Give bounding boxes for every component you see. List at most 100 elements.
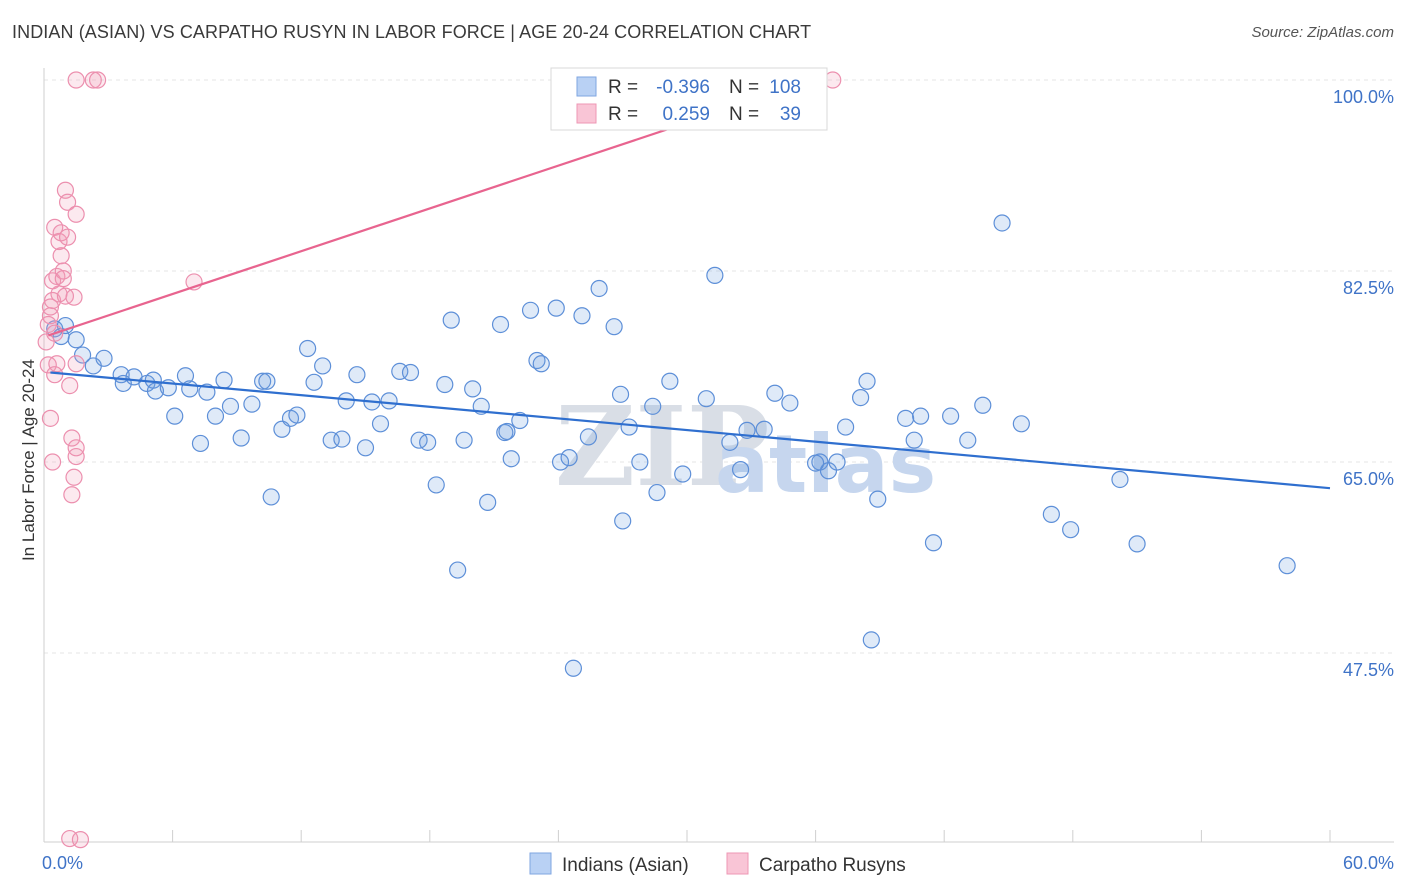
y-axis-label: In Labor Force | Age 20-24: [19, 359, 38, 561]
rusyn-point-24: [65, 468, 83, 486]
indian-point-62: [560, 449, 578, 467]
indian-point-34: [333, 430, 351, 448]
indian-point-52: [479, 493, 497, 511]
indian-point-89: [862, 631, 880, 649]
indian-point-95: [959, 431, 977, 449]
indian-point-25: [258, 372, 276, 390]
y-tick-label-1: 65.0%: [1343, 469, 1394, 489]
indian-point-64: [573, 307, 591, 325]
axes: [43, 68, 1394, 843]
indian-point-75: [697, 390, 715, 408]
indian-point-4: [73, 346, 92, 364]
indian-point-102: [1128, 535, 1146, 553]
rusyn-point-29: [67, 439, 85, 457]
indian-point-29: [288, 406, 306, 424]
indian-point-77: [721, 433, 739, 451]
legend-r-label-1: R =: [608, 77, 638, 98]
indian-point-66: [590, 279, 608, 298]
indian-point-98: [1012, 415, 1030, 433]
legend-n-label-2: N =: [729, 104, 759, 125]
indian-point-103: [1278, 557, 1296, 575]
indian-point-101: [1111, 470, 1129, 489]
legend-box: R = -0.396 N = 108 R = 0.259 N = 39: [550, 67, 828, 131]
y-tick-labels: 47.5% 65.0% 82.5% 100.0%: [1333, 87, 1394, 680]
rusyn-point-25: [65, 288, 83, 306]
indian-point-99: [1042, 505, 1060, 523]
indian-point-93: [924, 534, 943, 552]
indian-point-32: [314, 357, 332, 375]
series-indians-points: [46, 214, 1296, 677]
rusyn-point-27: [67, 447, 85, 466]
rusyn-point-36: [84, 71, 102, 89]
indian-point-74: [674, 465, 692, 483]
rusyn-point-19: [58, 193, 77, 211]
indian-point-17: [191, 434, 210, 453]
indian-point-91: [905, 431, 923, 449]
indian-point-42: [401, 363, 420, 382]
chart-title: INDIAN (ASIAN) VS CARPATHO RUSYN IN LABO…: [12, 22, 812, 42]
legend-r-value-1: -0.396: [656, 77, 710, 98]
indian-point-85: [837, 418, 855, 436]
indian-point-40: [380, 392, 398, 410]
indian-point-39: [371, 415, 390, 433]
indian-point-80: [766, 384, 784, 402]
indian-point-69: [620, 418, 638, 436]
rusyn-point-10: [48, 355, 66, 373]
bottom-legend: Indians (Asian) Carpatho Rusyns: [529, 852, 906, 876]
watermark-zip: ZIP: [555, 382, 769, 511]
indian-point-63: [564, 659, 583, 677]
indian-point-45: [427, 476, 445, 494]
grid-lines: [44, 79, 1394, 654]
indian-point-92: [912, 407, 930, 425]
legend-r-label-2: R =: [608, 104, 638, 125]
indian-point-37: [356, 439, 375, 457]
indian-point-72: [648, 483, 666, 502]
indian-point-53: [491, 315, 510, 334]
rusyn-point-34: [71, 831, 90, 849]
legend-swatch-indians: [576, 76, 597, 97]
rusyn-point-4: [41, 298, 60, 316]
indian-trend-line: [50, 371, 1331, 490]
indian-point-6: [95, 349, 113, 367]
indian-point-78: [731, 461, 750, 479]
x-tick-label-1: 60.0%: [1343, 853, 1394, 873]
rusyn-point-30: [41, 409, 60, 427]
rusyn-point-37: [88, 71, 107, 89]
indian-point-61: [551, 453, 570, 471]
bottom-legend-label-rusyns: Carpatho Rusyns: [759, 855, 906, 876]
indian-point-48: [449, 561, 467, 579]
indian-point-30: [299, 339, 317, 358]
y-tick-label-2: 82.5%: [1343, 278, 1394, 298]
bottom-legend-label-indians: Indians (Asian): [562, 855, 689, 876]
indian-point-96: [974, 396, 992, 414]
indian-point-73: [661, 372, 679, 390]
indian-point-97: [993, 214, 1011, 232]
indian-point-84: [828, 453, 846, 471]
indian-point-35: [337, 392, 355, 410]
rusyn-point-28: [67, 205, 85, 223]
bottom-legend-swatch-indians: [529, 852, 552, 875]
indian-point-19: [206, 407, 225, 425]
indian-point-49: [455, 431, 473, 449]
indian-point-87: [858, 372, 876, 390]
indian-point-83: [819, 462, 838, 480]
rusyn-point-5: [43, 291, 62, 310]
indian-point-68: [611, 385, 630, 403]
indian-point-57: [521, 301, 540, 319]
indian-point-88: [869, 490, 887, 508]
indian-point-21: [221, 397, 240, 415]
rusyn-point-14: [52, 247, 70, 265]
indian-point-23: [243, 395, 261, 413]
watermark-atlas: atlas: [715, 418, 936, 511]
rusyn-point-26: [67, 355, 85, 373]
indian-point-100: [1062, 521, 1080, 539]
indian-point-76: [706, 266, 724, 284]
bottom-legend-swatch-rusyns: [726, 852, 749, 875]
source-label: Source: ZipAtlas.com: [1251, 24, 1394, 41]
indian-point-86: [852, 389, 870, 407]
indian-point-105: [614, 512, 632, 530]
indian-point-55: [502, 450, 520, 468]
rusyn-point-16: [54, 270, 72, 288]
rusyn-point-22: [63, 429, 81, 447]
